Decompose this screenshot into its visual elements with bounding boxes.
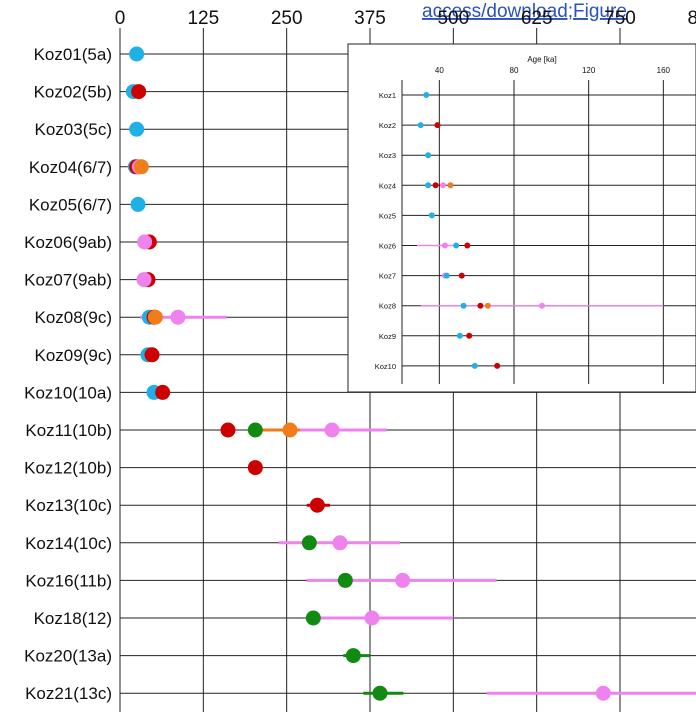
inset-category-label: Koz4 bbox=[379, 181, 396, 190]
main-category-label: Koz10(10a) bbox=[24, 383, 112, 402]
main-data-point bbox=[309, 497, 325, 513]
main-data-point bbox=[364, 610, 380, 626]
main-category-label: Koz06(9ab) bbox=[24, 233, 112, 252]
inset-data-point bbox=[494, 362, 501, 369]
inset-data-point bbox=[425, 152, 432, 159]
main-data-point bbox=[155, 384, 171, 400]
main-x-tick-label: 0 bbox=[115, 8, 126, 29]
main-data-point bbox=[136, 272, 152, 288]
main-category-label: Koz13(10c) bbox=[25, 496, 112, 515]
main-category-label: Koz04(6/7) bbox=[29, 158, 112, 177]
inset-data-point bbox=[443, 272, 450, 279]
inset-data-point bbox=[447, 182, 454, 189]
inset-data-point bbox=[458, 272, 465, 279]
inset-data-point bbox=[434, 122, 441, 129]
inset-data-point bbox=[471, 362, 478, 369]
main-category-label: Koz05(6/7) bbox=[29, 195, 112, 214]
inset-data-point bbox=[460, 302, 467, 309]
inset-category-label: Koz5 bbox=[379, 211, 396, 220]
inset-data-point bbox=[417, 122, 424, 129]
main-data-point bbox=[247, 422, 263, 438]
main-category-label: Koz20(13a) bbox=[24, 647, 112, 666]
inset-x-tick-label: 80 bbox=[510, 66, 519, 75]
main-data-point bbox=[247, 460, 263, 476]
main-category-label: Koz16(11b) bbox=[25, 571, 112, 590]
main-x-tick-label: 750 bbox=[604, 8, 636, 29]
main-data-point bbox=[137, 234, 153, 250]
main-data-point bbox=[324, 422, 340, 438]
main-data-point bbox=[345, 648, 361, 664]
main-category-label: Koz08(9c) bbox=[35, 308, 112, 327]
header-link[interactable]: access/download;Figure bbox=[422, 1, 627, 22]
inset-data-point bbox=[432, 182, 439, 189]
main-category-label: Koz07(9ab) bbox=[24, 271, 112, 290]
inset-data-point bbox=[484, 302, 491, 309]
inset-data-point bbox=[453, 242, 460, 249]
inset-data-point bbox=[539, 302, 545, 309]
main-data-point bbox=[147, 309, 163, 325]
main-x-tick-label: 500 bbox=[437, 8, 469, 29]
inset-data-point bbox=[423, 92, 430, 98]
inset-data-point bbox=[441, 242, 448, 249]
main-data-point bbox=[305, 610, 321, 626]
main-data-point bbox=[332, 535, 348, 551]
inset-category-label: Koz8 bbox=[379, 302, 396, 311]
main-data-point bbox=[395, 572, 411, 588]
main-category-label: Koz18(12) bbox=[34, 609, 112, 628]
main-category-label: Koz12(10b) bbox=[24, 459, 112, 478]
inset-data-point bbox=[440, 182, 447, 189]
main-category-label: Koz21(13c) bbox=[25, 684, 112, 703]
inset-plot: 40 80 120 160 Koz1 Koz2 Koz3 Koz4 Koz5 Koz6 Koz7 Ko… bbox=[347, 43, 696, 393]
main-data-point bbox=[337, 572, 353, 588]
main-data-point bbox=[133, 159, 149, 175]
main-category-label: Koz01(5a) bbox=[34, 45, 112, 64]
main-data-point bbox=[301, 535, 317, 551]
main-category-label: Koz14(10c) bbox=[25, 534, 112, 553]
main-category-label: Koz11(10b) bbox=[25, 421, 112, 440]
main-data-point bbox=[144, 347, 160, 363]
main-data-point bbox=[595, 685, 611, 701]
main-category-label: Koz03(5c) bbox=[35, 120, 112, 139]
main-data-point bbox=[129, 46, 145, 62]
main-data-point bbox=[170, 309, 186, 325]
inset-data-point bbox=[425, 182, 432, 189]
inset-category-label: Koz9 bbox=[379, 332, 396, 341]
main-data-point bbox=[220, 422, 236, 438]
inset-data-point bbox=[477, 302, 484, 309]
inset-data-point bbox=[464, 242, 471, 249]
main-data-point bbox=[282, 422, 298, 438]
inset-data-point bbox=[428, 212, 435, 219]
main-x-tick-label: 625 bbox=[521, 8, 553, 29]
inset-category-label: Koz2 bbox=[379, 121, 396, 130]
main-x-tick-label: 125 bbox=[187, 8, 219, 29]
inset-category-label: Koz1 bbox=[379, 91, 396, 100]
inset-category-label: Koz7 bbox=[379, 272, 396, 281]
inset-x-tick-label: 40 bbox=[435, 66, 444, 75]
inset-category-label: Koz3 bbox=[379, 151, 396, 160]
main-data-point bbox=[129, 121, 145, 137]
inset-category-label: Koz10 bbox=[375, 362, 396, 371]
main-x-tick-label: 375 bbox=[354, 8, 386, 29]
inset-x-tick-label: 160 bbox=[657, 66, 671, 75]
inset-frame bbox=[347, 43, 696, 393]
inset-x-tick-label: 120 bbox=[582, 66, 596, 75]
main-data-point bbox=[372, 685, 388, 701]
inset-data-point bbox=[456, 332, 463, 339]
main-x-tick-label: 250 bbox=[271, 8, 303, 29]
inset-category-label: Koz6 bbox=[379, 242, 396, 251]
main-data-point bbox=[130, 196, 146, 212]
inset-data-point bbox=[466, 332, 473, 339]
main-data-point bbox=[131, 84, 147, 100]
main-x-tick-label: 875 bbox=[687, 8, 696, 29]
inset-chart-title: Age [ka] bbox=[527, 55, 556, 64]
main-category-label: Koz09(9c) bbox=[35, 346, 112, 365]
main-category-label: Koz02(5b) bbox=[34, 83, 112, 102]
